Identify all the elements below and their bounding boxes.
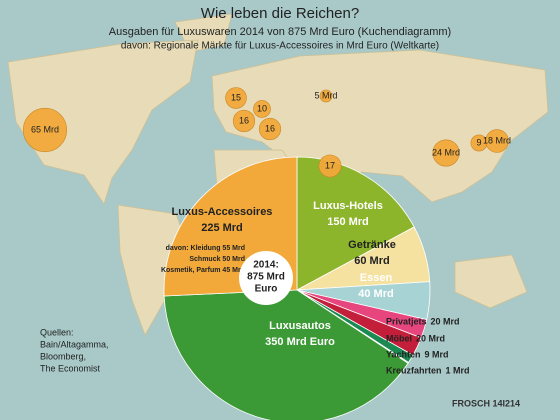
slice-value-label: 1 Mrd [446, 365, 470, 375]
title: Wie leben die Reichen? [201, 5, 359, 22]
slice-value-label: 20 Mrd [416, 333, 445, 343]
bubble-label: 16 [265, 123, 275, 133]
pie-slice [163, 289, 409, 420]
market-bubble [319, 89, 333, 103]
source: Bloomberg, [40, 351, 86, 361]
bubble-label: 17 [325, 160, 335, 170]
subtitle: Ausgaben für Luxuswaren 2014 von 875 Mrd… [109, 26, 451, 38]
slice-value-label: 350 Mrd Euro [265, 336, 335, 348]
slice-label: Privatjets [386, 316, 427, 326]
market-bubble [253, 100, 271, 118]
slice-value-label: 20 Mrd [431, 316, 460, 326]
source: The Economist [40, 363, 101, 373]
bubble-label: 65 Mrd [31, 124, 59, 134]
slice-label: Essen [360, 272, 393, 284]
bubble-label: 18 Mrd [483, 135, 511, 145]
source: Quellen: [40, 327, 74, 337]
market-bubble [485, 129, 509, 153]
australia [454, 254, 528, 309]
bubble-label: 5 Mrd [314, 90, 337, 100]
bubble-label: 10 [257, 103, 267, 113]
center-label: Euro [255, 284, 278, 295]
slice-label: Yachten [386, 349, 421, 359]
subtitle: davon: Regionale Märkte für Luxus-Access… [121, 41, 439, 52]
center-disc [239, 251, 293, 305]
slice-value-label: 150 Mrd [327, 216, 369, 228]
slice-label: Kreuzfahrten [386, 365, 442, 375]
north-america [7, 39, 199, 205]
center-label: 2014: [253, 260, 279, 271]
market-bubble [258, 117, 282, 141]
market-bubble [432, 139, 460, 167]
bubble-label: 24 Mrd [432, 147, 460, 157]
slice-label: Luxusautos [269, 320, 331, 332]
breakdown-label: davon: Kleidung 55 Mrd [166, 245, 245, 252]
bubble-label: 16 [239, 115, 249, 125]
bubble-label: 15 [231, 92, 241, 102]
breakdown-label: Kosmetik, Parfum 45 Mrd [161, 267, 245, 274]
market-bubble [232, 109, 256, 133]
slice-value-label: 40 Mrd [358, 288, 393, 300]
source: Bain/Altagamma, [40, 339, 109, 349]
slice-label: Luxus-Accessoires [172, 206, 273, 218]
slice-value-label: 9 Mrd [425, 349, 449, 359]
slice-value-label: 225 Mrd [201, 222, 243, 234]
market-bubble [225, 87, 247, 109]
signature: FROSCH 14I214 [452, 398, 520, 408]
slice-label: Möbel [386, 333, 412, 343]
breakdown-label: Schmuck 50 Mrd [189, 256, 245, 263]
slice-value-label: 60 Mrd [354, 255, 389, 267]
market-bubble [318, 154, 342, 178]
market-bubble [22, 107, 68, 153]
center-label: 875 Mrd [247, 272, 285, 283]
south-america [117, 204, 189, 336]
slice-label: Getränke [348, 239, 396, 251]
pie-slice [296, 156, 415, 291]
slice-label: Luxus-Hotels [313, 200, 383, 212]
bubble-label: 9 [476, 137, 481, 147]
